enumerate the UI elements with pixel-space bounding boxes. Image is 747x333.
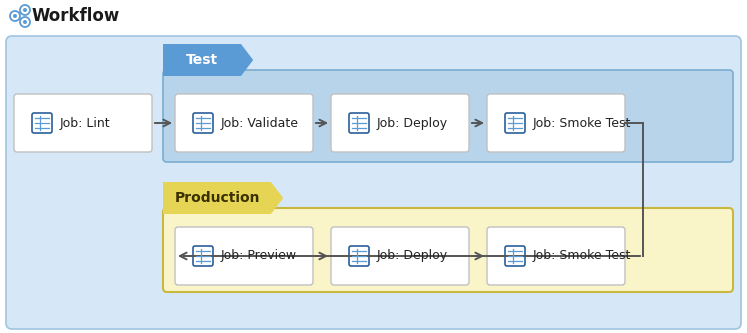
FancyBboxPatch shape: [193, 246, 213, 266]
Text: Job: Preview: Job: Preview: [221, 249, 297, 262]
FancyBboxPatch shape: [505, 246, 525, 266]
Text: Job: Deploy: Job: Deploy: [377, 249, 448, 262]
Text: Job: Smoke Test: Job: Smoke Test: [533, 117, 631, 130]
FancyBboxPatch shape: [14, 94, 152, 152]
Text: Test: Test: [186, 53, 218, 67]
Polygon shape: [163, 182, 283, 214]
FancyBboxPatch shape: [349, 113, 369, 133]
Polygon shape: [163, 44, 253, 76]
Circle shape: [20, 5, 30, 15]
FancyBboxPatch shape: [6, 36, 741, 329]
FancyBboxPatch shape: [487, 227, 625, 285]
FancyBboxPatch shape: [193, 113, 213, 133]
FancyBboxPatch shape: [349, 246, 369, 266]
FancyBboxPatch shape: [163, 70, 733, 162]
Text: Job: Lint: Job: Lint: [60, 117, 111, 130]
FancyBboxPatch shape: [163, 208, 733, 292]
FancyBboxPatch shape: [331, 227, 469, 285]
Bar: [0, 0, 747, 32]
Text: Job: Smoke Test: Job: Smoke Test: [533, 249, 631, 262]
Circle shape: [23, 8, 27, 12]
FancyBboxPatch shape: [175, 94, 313, 152]
Circle shape: [20, 17, 30, 27]
Text: Job: Deploy: Job: Deploy: [377, 117, 448, 130]
Text: Job: Validate: Job: Validate: [221, 117, 299, 130]
Text: Workflow: Workflow: [32, 7, 120, 25]
FancyBboxPatch shape: [487, 94, 625, 152]
FancyBboxPatch shape: [175, 227, 313, 285]
Text: Production: Production: [174, 191, 260, 205]
Circle shape: [23, 20, 27, 24]
FancyBboxPatch shape: [505, 113, 525, 133]
Circle shape: [13, 14, 17, 18]
FancyBboxPatch shape: [331, 94, 469, 152]
Circle shape: [10, 11, 20, 21]
FancyBboxPatch shape: [32, 113, 52, 133]
